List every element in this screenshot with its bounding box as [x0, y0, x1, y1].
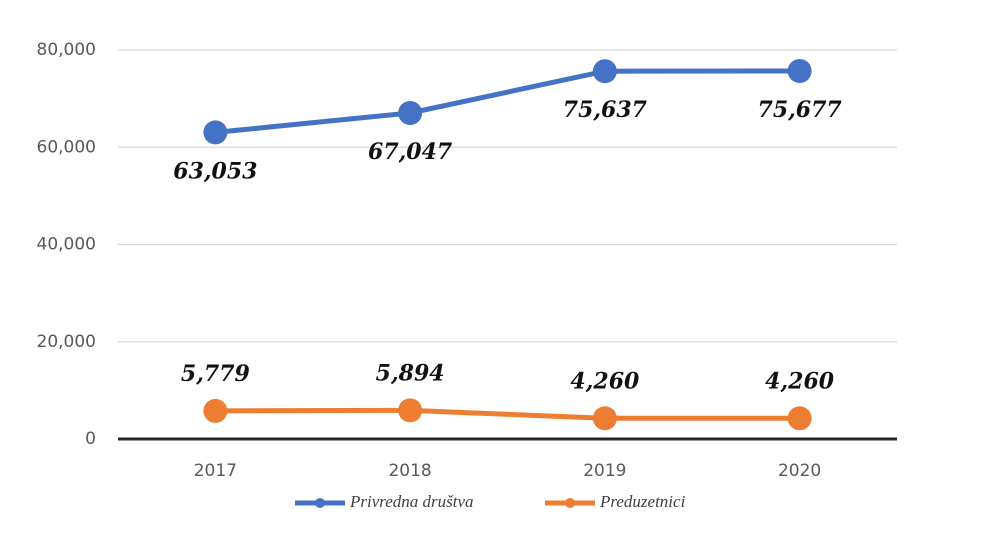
x-tick-label: 2018	[388, 461, 431, 481]
y-tick-label: 60,000	[37, 137, 96, 157]
marker	[787, 406, 812, 431]
marker	[592, 406, 617, 431]
data-label: 67,047	[368, 139, 453, 165]
marker	[398, 100, 423, 125]
y-tick-label: 20,000	[37, 332, 96, 352]
marker	[592, 59, 617, 84]
series-line	[215, 407, 800, 421]
legend-marker	[565, 498, 575, 508]
data-label: 5,779	[181, 361, 250, 387]
data-label: 4,260	[570, 368, 640, 394]
legend-label: Preduzetnici	[599, 492, 686, 511]
data-label: 75,677	[758, 97, 843, 123]
marker	[787, 59, 812, 84]
data-label: 5,894	[376, 360, 445, 386]
marker	[203, 398, 228, 423]
x-tick-label: 2019	[583, 461, 626, 481]
marker	[398, 398, 423, 423]
x-tick-label: 2020	[778, 461, 821, 481]
data-label: 63,053	[173, 158, 257, 184]
legend-marker	[315, 498, 325, 508]
data-label: 75,637	[563, 97, 648, 123]
y-tick-label: 80,000	[37, 40, 96, 60]
marker	[203, 120, 228, 145]
legend-label: Privredna društva	[349, 492, 474, 511]
y-tick-label: 40,000	[37, 235, 96, 255]
y-tick-label: 0	[85, 429, 96, 449]
series-line	[215, 68, 800, 135]
data-label: 4,260	[765, 368, 835, 394]
x-tick-label: 2017	[194, 461, 237, 481]
